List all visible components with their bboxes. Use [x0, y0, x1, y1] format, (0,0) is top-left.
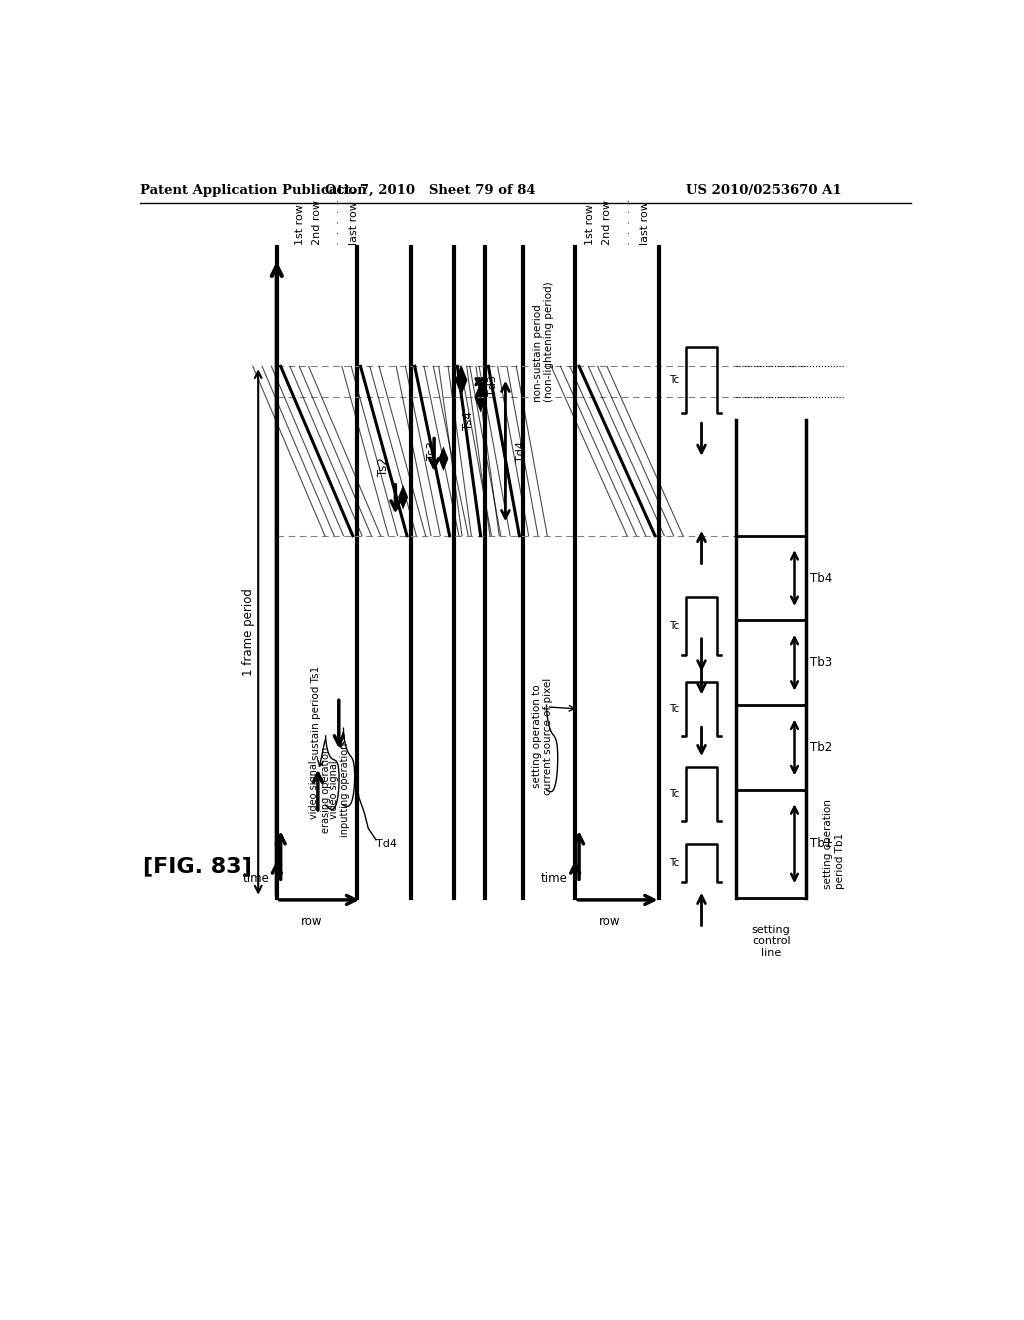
Text: Tb1: Tb1	[810, 837, 833, 850]
Text: video signal
erasing operation: video signal erasing operation	[309, 747, 331, 833]
Text: Ts4: Ts4	[463, 411, 475, 429]
Text: Tb4: Tb4	[810, 572, 833, 585]
Text: 2nd row: 2nd row	[602, 199, 612, 244]
Text: Tc: Tc	[670, 622, 680, 631]
Text: [FIG. 83]: [FIG. 83]	[143, 857, 252, 876]
Text: setting operation
period Tb1: setting operation period Tb1	[823, 799, 845, 888]
Polygon shape	[398, 484, 409, 510]
Polygon shape	[455, 364, 467, 396]
Polygon shape	[474, 381, 486, 412]
Text: setting
control
line: setting control line	[752, 924, 791, 958]
Text: 1st row: 1st row	[586, 203, 595, 244]
Text: 1st row: 1st row	[295, 203, 304, 244]
Text: Tb2: Tb2	[810, 741, 833, 754]
Text: Patent Application Publication: Patent Application Publication	[139, 185, 367, 197]
Text: .  .  .  .  .: . . . . .	[331, 198, 341, 244]
Text: 1 frame period: 1 frame period	[242, 587, 255, 676]
Text: video signal
inputting operation: video signal inputting operation	[329, 743, 350, 837]
Text: Td4: Td4	[376, 838, 397, 849]
Text: non-sustain period
(non-lightening period): non-sustain period (non-lightening perio…	[532, 281, 554, 403]
Text: setting operation to
current source of pixel: setting operation to current source of p…	[531, 677, 553, 795]
Text: Td3: Td3	[487, 375, 498, 396]
Text: row: row	[301, 915, 323, 928]
Text: last row: last row	[349, 201, 358, 244]
Text: .  .  .  .  .: . . . . .	[623, 198, 633, 244]
Text: Ts3: Ts3	[426, 442, 439, 461]
Text: Ts2: Ts2	[377, 457, 390, 475]
Text: sustain period Ts1: sustain period Ts1	[311, 665, 322, 760]
Text: Tc: Tc	[670, 858, 680, 869]
Text: Tb3: Tb3	[810, 656, 833, 669]
Polygon shape	[438, 446, 449, 471]
Text: last row: last row	[640, 201, 649, 244]
Text: time: time	[541, 871, 567, 884]
Text: 2nd row: 2nd row	[311, 199, 322, 244]
Text: Tc: Tc	[670, 375, 680, 384]
Text: time: time	[242, 871, 269, 884]
Text: US 2010/0253670 A1: US 2010/0253670 A1	[686, 185, 842, 197]
Text: Tc: Tc	[670, 704, 680, 714]
Text: Oct. 7, 2010   Sheet 79 of 84: Oct. 7, 2010 Sheet 79 of 84	[325, 185, 536, 197]
Text: Tc: Tc	[670, 788, 680, 799]
Text: row: row	[599, 915, 621, 928]
Text: Td4: Td4	[515, 441, 525, 462]
